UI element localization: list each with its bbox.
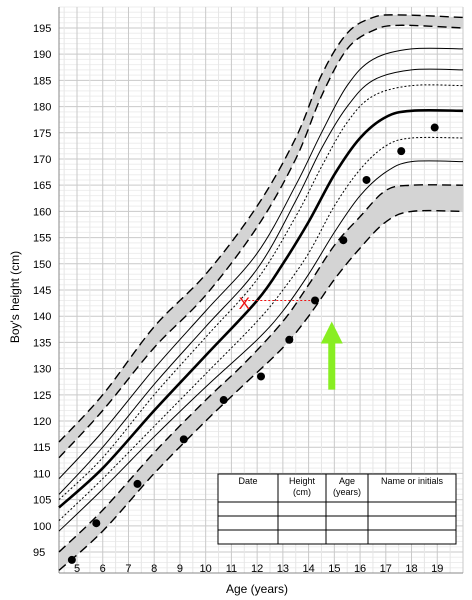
measurement-point (219, 396, 228, 405)
measurement-point (311, 296, 320, 305)
x-tick-label: 6 (100, 563, 106, 575)
y-tick-label: 95 (33, 547, 45, 559)
x-tick-label: 14 (302, 563, 314, 575)
measurement-point (179, 435, 188, 444)
y-tick-label: 105 (33, 495, 51, 507)
arrow-head (320, 321, 343, 344)
percentile-line (58, 47, 464, 480)
band-lower-edge (58, 24, 464, 459)
record-table-frame (217, 473, 457, 545)
y-tick-label: 115 (33, 442, 51, 454)
measurement-point (397, 147, 406, 156)
x-tick-label: 9 (177, 563, 183, 575)
y-tick-label: 135 (33, 337, 51, 349)
band-upper-edge (58, 184, 464, 553)
y-tick-label: 110 (33, 468, 51, 480)
y-tick-label: 175 (33, 128, 51, 140)
measurement-point (285, 335, 294, 344)
x-tick-label: 19 (431, 563, 443, 575)
table-header-text: Age (339, 476, 355, 486)
band-lower-edge (58, 209, 464, 571)
measurement-points (67, 123, 439, 564)
y-tick-label: 130 (33, 364, 51, 376)
y-tick-label: 165 (33, 180, 51, 192)
measurement-point (339, 236, 348, 245)
measurement-point (257, 372, 265, 381)
cross-mark: X (239, 294, 250, 313)
y-tick-label: 145 (33, 285, 51, 297)
measurement-point (430, 123, 439, 132)
x-tick-label: 18 (405, 563, 417, 575)
y-tick-label: 190 (33, 49, 51, 61)
y-tick-label: 140 (33, 311, 51, 323)
x-tick-label: 5 (74, 563, 80, 575)
x-tick-label: 10 (200, 563, 212, 575)
measurement-point (362, 175, 371, 184)
dotted-percentile-line (58, 84, 464, 500)
y-axis-title: Boy's height (cm) (8, 251, 22, 343)
percentile-line (58, 160, 464, 532)
reference-bands (58, 14, 464, 571)
x-tick-label: 16 (354, 563, 366, 575)
record-table: Date Height(cm) Age(years) Name or initials (217, 473, 457, 545)
y-tick-label: 125 (33, 390, 51, 402)
percentile-lines (58, 47, 464, 532)
y-tick-label: 185 (33, 75, 51, 87)
y-tick-label: 150 (33, 259, 51, 271)
table-header-text: Date (238, 476, 257, 486)
y-tick-label: 195 (33, 23, 51, 35)
measurement-point (67, 555, 76, 564)
y-tick-label: 160 (33, 206, 51, 218)
x-tick-label: 15 (328, 563, 340, 575)
x-tick-label: 17 (380, 563, 392, 575)
table-header-text: Height (289, 476, 316, 486)
x-tick-label: 13 (277, 563, 289, 575)
x-tick-label: 12 (251, 563, 263, 575)
dotted-percentile-line (58, 136, 464, 521)
y-tick-label: 100 (33, 521, 51, 533)
measurement-point (92, 519, 101, 528)
table-header-text: (years) (333, 487, 361, 497)
median-line (58, 109, 464, 509)
table-header-text: (cm) (293, 487, 311, 497)
x-tick-label: 7 (125, 563, 131, 575)
y-tick-label: 170 (33, 154, 51, 166)
annotations: X (239, 294, 343, 390)
band-upper-edge (58, 14, 464, 443)
tick-labels: 5 6 7 8 9 10 11 12 13 14 15 16 17 18 19 95 100 105 110 115 1… (33, 23, 443, 575)
x-tick-label: 11 (226, 563, 237, 575)
percentile-line (58, 68, 464, 495)
y-tick-label: 155 (33, 233, 51, 245)
x-axis-title: Age (years) (226, 582, 288, 596)
table-header-text: Name or initials (381, 476, 444, 486)
band-fill (59, 184, 463, 571)
x-tick-label: 8 (151, 563, 157, 575)
measurement-point (133, 479, 142, 488)
y-tick-label: 120 (33, 416, 51, 428)
y-tick-label: 180 (33, 102, 51, 114)
